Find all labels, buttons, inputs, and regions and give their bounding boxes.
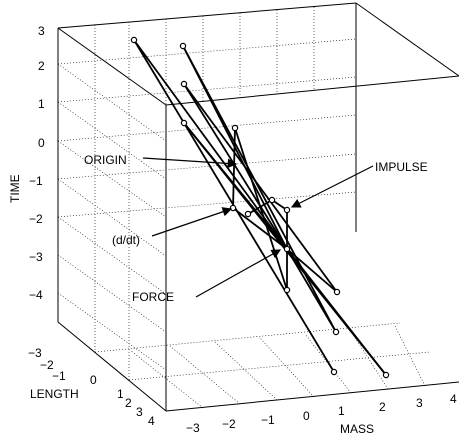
- time-axis-label: TIME: [8, 174, 22, 203]
- back-right-top-edge: [355, 2, 459, 77]
- segment: [183, 83, 338, 293]
- point: [283, 286, 291, 294]
- front-top-edge: [57, 27, 167, 106]
- time-tick: −1: [29, 174, 43, 188]
- back-top-edge: [57, 2, 357, 29]
- segment: [286, 248, 337, 333]
- front-top-right-edge: [165, 75, 459, 106]
- point: [333, 288, 341, 296]
- mass-tick: 4: [450, 392, 457, 406]
- point: [231, 124, 239, 132]
- segment: [286, 248, 338, 293]
- length-tick: 1: [117, 387, 124, 401]
- point: [130, 36, 138, 44]
- vector-points: [130, 36, 390, 379]
- segment: [183, 83, 288, 250]
- impulse-arrow: [290, 165, 374, 208]
- segment: [247, 199, 273, 215]
- mass-tick: 1: [338, 404, 345, 418]
- length-tick: −1: [52, 369, 66, 383]
- annotation-arrows: [142, 157, 374, 298]
- time-tick: −4: [29, 288, 43, 302]
- box-frame: [57, 2, 459, 412]
- length-tick: 0: [90, 373, 97, 387]
- mass-tick: −2: [222, 417, 236, 431]
- ddt-arrow: [151, 207, 233, 237]
- time-tick: 3: [38, 24, 45, 38]
- length-ticks: −3 −2 −1 0 1 2 3 4: [28, 346, 155, 428]
- point: [382, 371, 390, 379]
- length-tick: 3: [136, 405, 143, 419]
- segment: [234, 127, 288, 291]
- force-label: FORCE: [132, 290, 174, 304]
- time-tick: −3: [29, 250, 43, 264]
- floor-right-edge: [165, 381, 459, 412]
- point: [283, 245, 291, 253]
- point: [332, 328, 340, 336]
- point: [180, 119, 188, 127]
- mass-axis-label: MASS: [340, 422, 374, 436]
- segment: [182, 45, 337, 333]
- mass-tick: −3: [186, 421, 200, 435]
- floor-left-edge: [57, 321, 167, 412]
- point: [229, 204, 237, 212]
- length-tick: −3: [28, 346, 42, 360]
- segment: [232, 207, 288, 250]
- time-tick: 1: [38, 97, 45, 111]
- length-axis-label: LENGTH: [30, 387, 79, 401]
- point: [179, 42, 187, 50]
- time-tick: −2: [29, 212, 43, 226]
- mass-ticks: −3 −2 −1 0 1 2 3 4: [186, 392, 457, 435]
- mass-tick: 3: [416, 396, 423, 410]
- segment: [133, 39, 288, 250]
- ddt-label: (d/dt): [112, 233, 140, 247]
- grid-lines: [57, 7, 431, 409]
- point: [244, 210, 252, 218]
- mass-tick: 0: [303, 409, 310, 423]
- point: [330, 368, 338, 376]
- impulse-label: IMPULSE: [375, 160, 428, 174]
- mass-tick: 2: [379, 400, 386, 414]
- time-ticks: 3 2 1 0 −1 −2 −3 −4: [29, 24, 45, 302]
- time-tick: 2: [38, 59, 45, 73]
- mass-tick: −1: [261, 413, 275, 427]
- length-tick: −2: [40, 358, 54, 372]
- length-tick: 4: [148, 414, 155, 428]
- point: [283, 206, 291, 214]
- origin-arrow: [142, 157, 238, 169]
- origin-label: ORIGIN: [84, 153, 127, 167]
- force-arrow: [195, 249, 282, 298]
- length-tick: 2: [125, 396, 132, 410]
- point: [180, 80, 188, 88]
- point: [268, 196, 276, 204]
- segment: [286, 248, 387, 376]
- time-tick: 0: [38, 136, 45, 150]
